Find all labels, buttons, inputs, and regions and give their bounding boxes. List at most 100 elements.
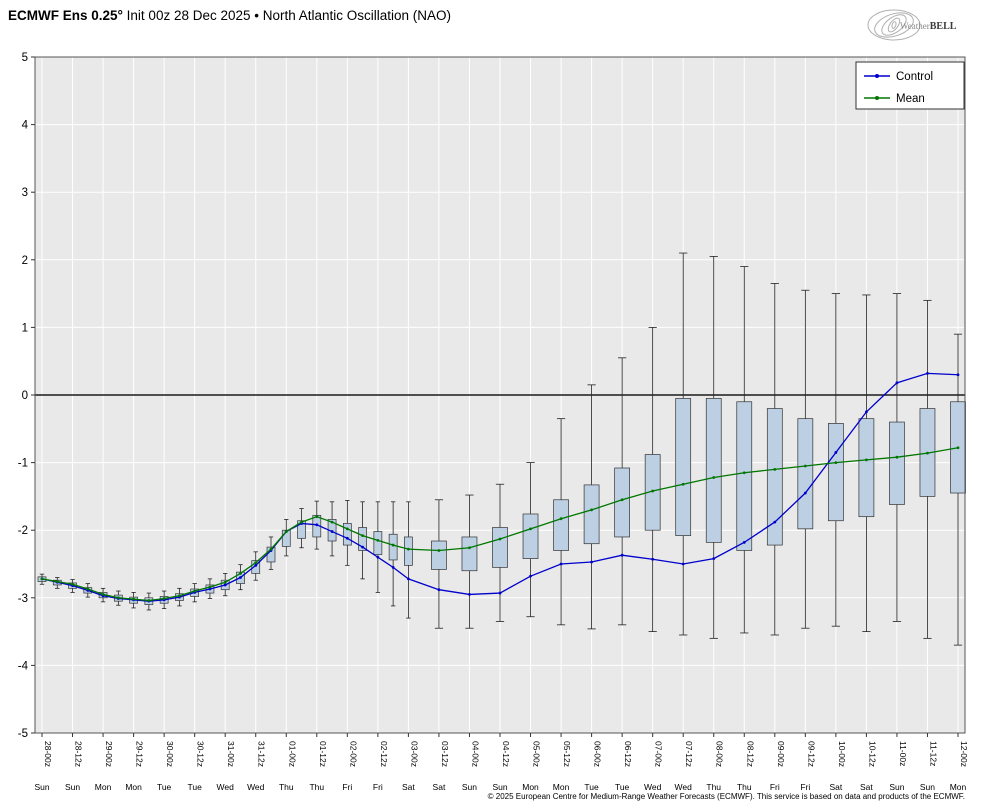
control-marker [865,410,868,414]
logo-bell-text: BELL [930,21,957,32]
ensemble-box [583,484,600,545]
ensemble-box [828,423,844,522]
logo-text: WeatherBELL [900,21,957,32]
x-tick-label: 28-00z [43,741,53,767]
control-marker [773,520,777,524]
mean-marker [529,527,532,531]
mean-marker [773,467,777,471]
mean-marker [803,464,807,468]
mean-marker [376,538,380,542]
mean-marker [315,515,319,519]
mean-marker [330,520,334,524]
x-tick-label: 03-12z [440,741,450,767]
ensemble-box [492,527,508,568]
control-marker [803,491,807,495]
control-marker [345,536,349,540]
mean-marker [162,597,166,600]
y-tick-label: -3 [18,593,28,605]
x-day-label: Tue [615,782,630,792]
legend-control-marker [875,74,879,78]
x-tick-label: 08-00z [715,741,725,767]
x-tick-label: 06-12z [623,741,633,767]
x-tick-label: 09-00z [776,741,786,767]
x-day-label: Fri [800,782,810,792]
control-marker [651,557,655,561]
control-marker [376,555,380,559]
x-tick-label: 29-12z [135,741,145,767]
ensemble-box [553,499,569,551]
mean-marker [300,520,303,524]
control-marker [239,576,242,579]
x-day-label: Sun [492,782,507,792]
mean-marker [681,482,685,486]
mean-marker [55,580,59,583]
control-marker [407,577,410,581]
control-marker [834,451,838,454]
mean-marker [101,593,105,596]
control-marker [437,588,441,592]
control-marker [620,553,624,557]
x-day-label: Thu [309,782,324,792]
x-tick-label: 29-00z [104,741,114,767]
x-day-label: Wed [217,782,235,792]
ensemble-box [675,398,692,536]
chart-title: ECMWF Ens 0.25° Init 00z 28 Dec 2025 • N… [8,8,451,23]
mean-marker [71,582,74,586]
control-marker [712,557,716,560]
ensemble-box [705,398,722,543]
control-marker [742,540,746,544]
control-marker [254,563,258,567]
y-tick-label: -2 [18,525,28,537]
control-marker [559,562,563,566]
x-tick-label: 01-00z [287,741,297,767]
ensemble-box [736,401,753,551]
ensemble-box [404,536,413,566]
mean-marker [361,534,364,538]
x-day-label: Tue [157,782,172,792]
mean-marker [132,597,136,601]
y-tick-label: 3 [22,187,28,199]
mean-marker [895,455,899,459]
y-tick-label: 2 [22,255,28,267]
x-day-label: Tue [187,782,202,792]
control-marker [498,591,502,595]
mean-marker [178,594,181,598]
logo-weather-text: Weather [900,21,930,31]
mean-marker [391,543,395,547]
mean-marker [559,517,563,521]
x-day-label: Sun [65,782,80,792]
legend-mean-label: Mean [896,93,925,105]
ensemble-box [889,421,905,505]
x-day-label: Wed [675,782,693,792]
mean-marker [590,508,593,512]
x-tick-label: 11-00z [898,741,908,766]
x-day-label: Sun [34,782,49,792]
control-marker [926,371,929,375]
control-marker [208,587,212,591]
y-tick-label: 4 [22,120,29,132]
y-tick-label: 0 [22,390,28,402]
mean-marker [40,577,44,581]
legend-box [855,61,965,110]
legend-control-label: Control [896,71,933,83]
control-marker [468,593,471,596]
x-tick-label: 11-12z [928,741,938,766]
mean-marker [498,537,502,541]
mean-marker [437,549,441,552]
x-day-label: Sat [860,782,873,792]
x-tick-label: 02-12z [379,741,389,767]
chart-title-details: Init 00z 28 Dec 2025 • North Atlantic Os… [122,8,452,23]
x-day-label: Sat [402,782,415,792]
mean-marker [468,546,471,550]
control-marker [681,562,685,566]
mean-marker [407,547,410,551]
weatherbell-logo: WeatherBELL [867,9,957,41]
x-day-label: Mon [522,782,539,792]
ensemble-box [461,536,478,572]
x-tick-label: 09-12z [806,741,816,767]
mean-marker [223,580,227,584]
control-marker [223,583,227,587]
y-tick-label: -5 [18,728,28,740]
ensemble-box [614,467,630,538]
